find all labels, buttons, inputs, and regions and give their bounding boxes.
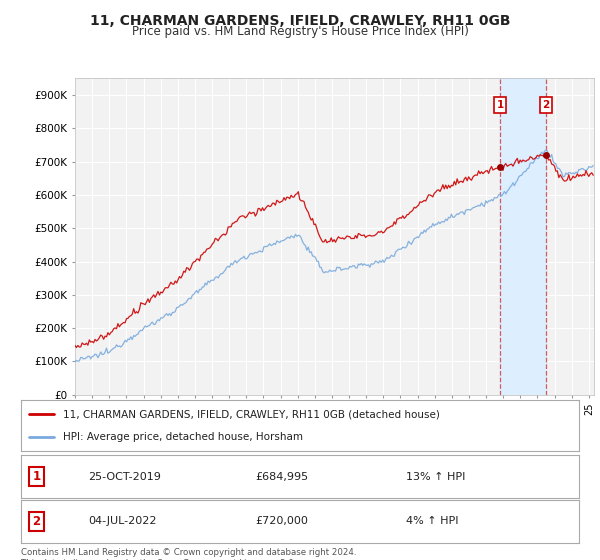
Text: HPI: Average price, detached house, Horsham: HPI: Average price, detached house, Hors… [63, 432, 303, 442]
Text: 11, CHARMAN GARDENS, IFIELD, CRAWLEY, RH11 0GB (detached house): 11, CHARMAN GARDENS, IFIELD, CRAWLEY, RH… [63, 409, 440, 419]
Text: 2: 2 [32, 515, 41, 528]
Text: 11, CHARMAN GARDENS, IFIELD, CRAWLEY, RH11 0GB: 11, CHARMAN GARDENS, IFIELD, CRAWLEY, RH… [90, 14, 510, 28]
Text: 04-JUL-2022: 04-JUL-2022 [88, 516, 157, 526]
Bar [500, 78, 546, 395]
Text: 4% ↑ HPI: 4% ↑ HPI [406, 516, 458, 526]
Text: 1: 1 [497, 100, 504, 110]
Text: 1: 1 [32, 470, 41, 483]
Text: 25-OCT-2019: 25-OCT-2019 [88, 472, 161, 482]
Text: 13% ↑ HPI: 13% ↑ HPI [406, 472, 466, 482]
Text: Price paid vs. HM Land Registry's House Price Index (HPI): Price paid vs. HM Land Registry's House … [131, 25, 469, 38]
Text: £684,995: £684,995 [256, 472, 308, 482]
Text: 2: 2 [542, 100, 550, 110]
Text: £720,000: £720,000 [256, 516, 308, 526]
Text: Contains HM Land Registry data © Crown copyright and database right 2024.
This d: Contains HM Land Registry data © Crown c… [21, 548, 356, 560]
